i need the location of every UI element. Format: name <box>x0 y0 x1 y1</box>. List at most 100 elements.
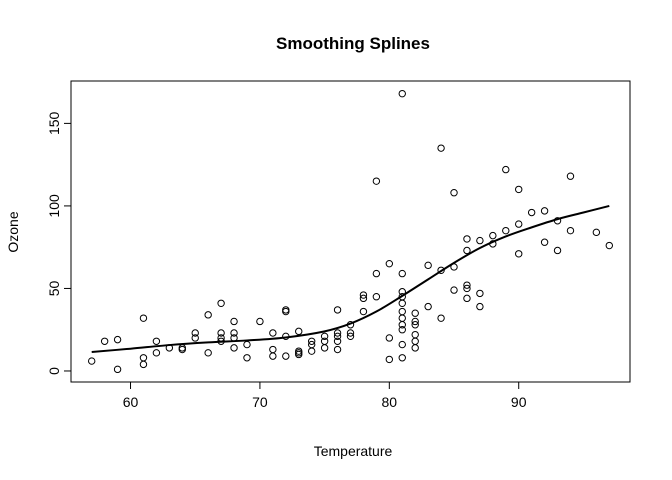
data-point <box>411 337 419 345</box>
data-point <box>463 246 471 255</box>
data-point <box>605 241 613 250</box>
data-point <box>411 309 419 317</box>
data-point <box>385 355 394 364</box>
data-point <box>346 329 355 337</box>
data-point <box>333 329 342 337</box>
data-point <box>359 294 368 303</box>
data-point <box>152 337 161 345</box>
smoothing-spline-line <box>91 204 610 353</box>
data-point <box>346 332 355 341</box>
x-axis-title: Temperature <box>314 443 393 459</box>
data-point <box>243 340 251 349</box>
data-point <box>437 314 445 322</box>
x-tick-label: 80 <box>382 394 398 410</box>
y-tick-label: 100 <box>46 194 62 218</box>
data-point <box>307 337 316 345</box>
data-point <box>476 289 484 298</box>
data-point <box>489 231 497 240</box>
data-point <box>295 327 303 336</box>
data-point <box>333 345 342 354</box>
data-point <box>463 281 471 289</box>
x-tick-label: 60 <box>123 394 139 410</box>
data-point <box>139 314 148 322</box>
data-point <box>450 189 458 197</box>
data-point <box>398 314 406 322</box>
data-point <box>230 317 238 326</box>
data-point <box>398 340 406 349</box>
data-point <box>424 261 432 270</box>
data-point <box>411 330 419 339</box>
data-point <box>463 284 471 293</box>
data-point <box>515 185 523 194</box>
data-point <box>411 344 419 352</box>
data-point <box>88 357 96 365</box>
data-point <box>191 329 199 337</box>
x-axis: 60 70 80 90 <box>123 381 527 410</box>
data-point <box>476 236 484 245</box>
data-point <box>139 354 148 362</box>
data-point <box>437 144 445 152</box>
y-tick-label: 0 <box>46 367 62 375</box>
y-axis-title: Ozone <box>5 211 21 252</box>
data-point <box>243 354 251 362</box>
data-point <box>398 326 406 334</box>
data-point <box>463 294 471 303</box>
data-point <box>592 228 601 237</box>
data-point <box>191 334 199 342</box>
data-point <box>139 360 148 369</box>
plot-frame <box>70 80 631 383</box>
data-point <box>269 352 277 360</box>
data-points <box>88 89 613 374</box>
data-point <box>230 329 238 337</box>
data-point <box>178 345 186 354</box>
data-point <box>450 286 458 294</box>
data-point <box>566 172 575 180</box>
data-point <box>540 207 549 215</box>
data-point <box>295 350 303 359</box>
data-point <box>424 302 432 311</box>
data-point <box>515 220 523 228</box>
data-point <box>217 329 225 337</box>
data-point <box>398 299 406 308</box>
data-point <box>502 226 510 235</box>
data-point <box>333 332 342 341</box>
data-point <box>398 269 406 278</box>
data-point <box>385 334 394 342</box>
data-point <box>113 335 122 344</box>
data-point <box>566 226 575 235</box>
data-point <box>398 89 406 98</box>
data-point <box>372 177 381 185</box>
data-point <box>553 246 562 255</box>
data-point <box>230 344 238 352</box>
x-tick-label: 70 <box>252 394 268 410</box>
x-tick-label: 90 <box>511 394 527 410</box>
data-point <box>282 307 290 316</box>
data-point <box>359 291 368 299</box>
data-point <box>204 311 212 319</box>
data-point <box>527 208 536 217</box>
data-point <box>437 266 445 274</box>
data-point <box>411 317 419 326</box>
data-point <box>540 238 549 246</box>
data-point <box>333 306 342 314</box>
chart-title: Smoothing Splines <box>276 34 430 53</box>
data-point <box>269 345 277 354</box>
data-point <box>372 292 381 301</box>
data-point <box>502 165 510 174</box>
data-point <box>398 307 406 316</box>
data-point <box>320 337 329 345</box>
data-point <box>411 321 419 329</box>
data-point <box>463 235 471 243</box>
data-point <box>398 321 406 329</box>
data-point <box>113 365 122 374</box>
data-point <box>269 329 277 337</box>
data-point <box>152 349 161 357</box>
data-point <box>307 347 316 355</box>
data-point <box>217 299 225 308</box>
data-point <box>385 259 394 268</box>
y-tick-label: 150 <box>46 111 62 135</box>
data-point <box>204 349 212 357</box>
data-point <box>320 332 329 341</box>
data-point <box>476 302 484 311</box>
y-axis: 0 50 100 150 <box>46 111 72 375</box>
